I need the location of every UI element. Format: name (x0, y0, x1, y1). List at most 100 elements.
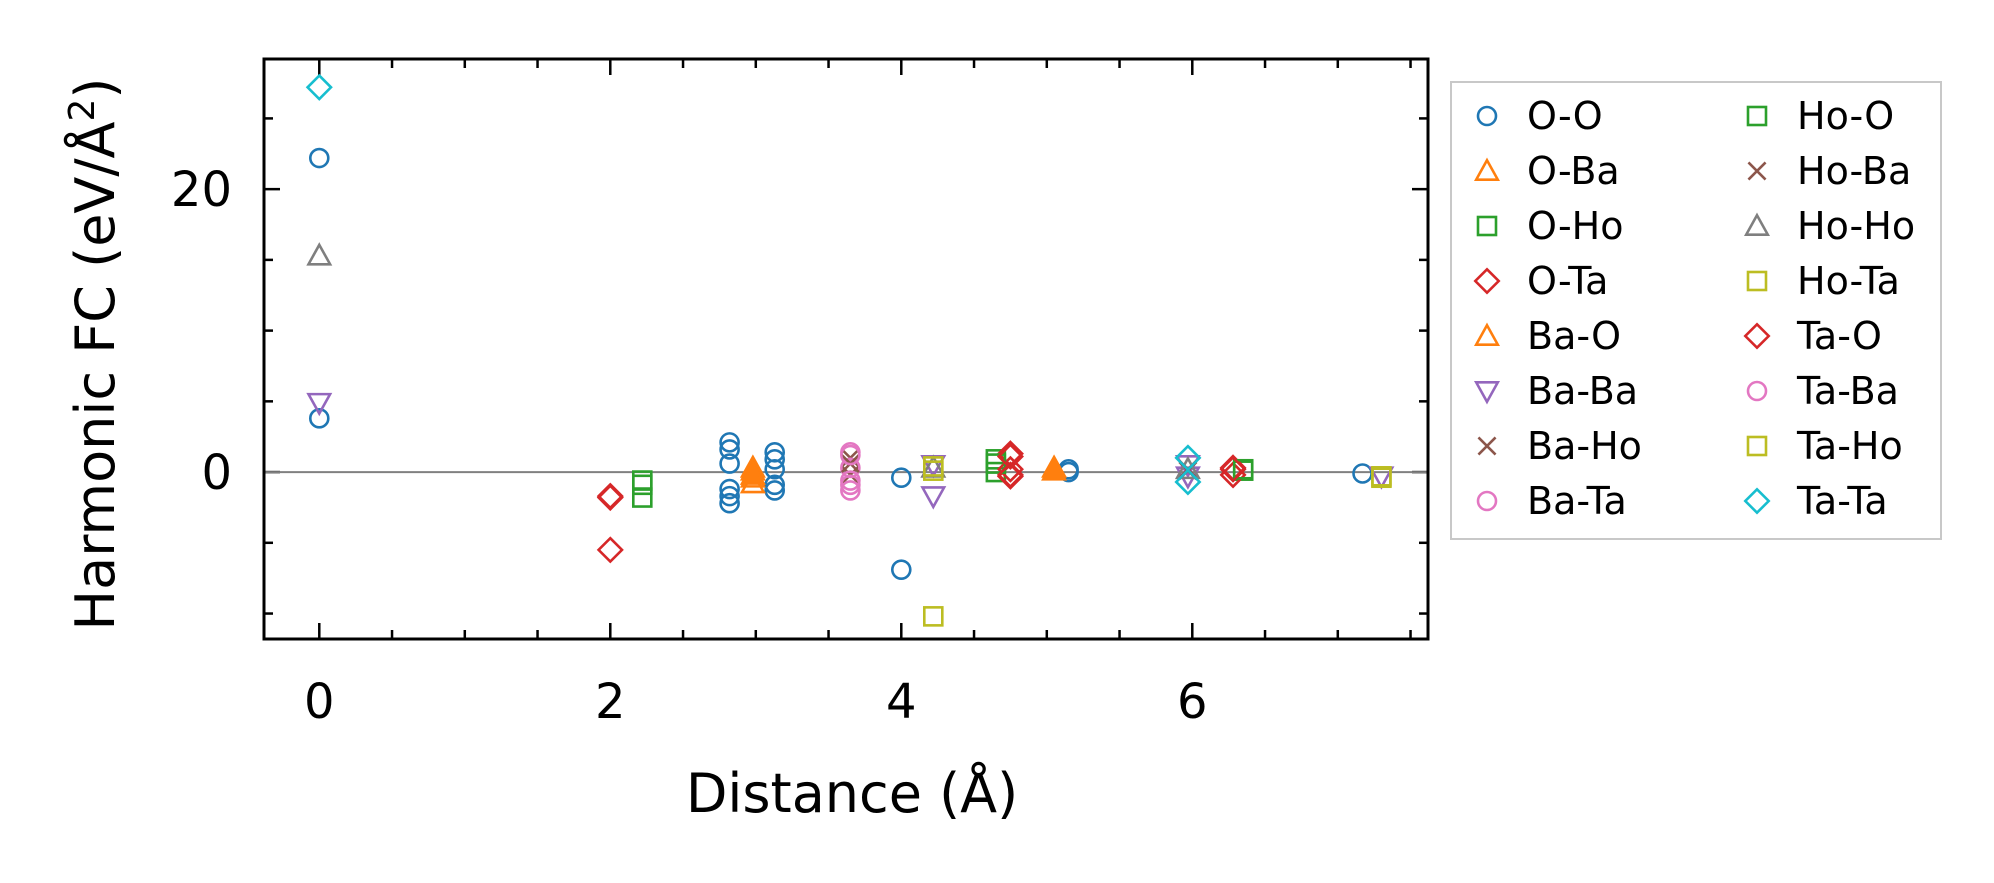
legend-marker-o-ho (1476, 215, 1498, 237)
legend-label-ho-ba: Ho-Ba (1797, 149, 1911, 193)
y-axis-label-main: Harmonic FC (eV/Å (63, 121, 127, 630)
series-ta-o (596, 442, 1247, 510)
legend-label-ba-ba: Ba-Ba (1527, 369, 1638, 413)
legend-item-ba-ta: Ba-Ta (1476, 479, 1627, 523)
legend-item-ta-ho: Ta-Ho (1746, 424, 1903, 468)
data-point-ba-o (1041, 457, 1068, 481)
series-ho-o (631, 453, 1254, 491)
data-point-ta-ta (1174, 468, 1202, 496)
x-axis-ticks: 0 2 4 6 (304, 59, 1412, 730)
legend-item-ta-o: Ta-O (1743, 314, 1882, 358)
data-point-ta-ho (922, 460, 944, 481)
y-axis-ticks: 0 20 (171, 117, 1428, 615)
data-point-o-o (719, 453, 740, 474)
data-markers (305, 73, 1395, 627)
data-point-o-o (719, 432, 740, 453)
legend-label-ta-ta: Ta-Ta (1796, 479, 1888, 523)
legend-label-o-ho: O-Ho (1527, 204, 1624, 248)
data-point-o-ta (596, 483, 624, 512)
legend-label-ta-ba: Ta-Ba (1796, 369, 1899, 413)
data-point-ho-o (1232, 458, 1254, 480)
data-point-ta-ba (840, 444, 861, 466)
y-axis-label: Harmonic FC (eV/Å2) (62, 78, 127, 631)
y-tick-label: 0 (201, 445, 232, 501)
data-point-o-o (308, 408, 330, 429)
data-point-ho-ho (306, 242, 333, 266)
legend-item-ho-o: Ho-O (1746, 94, 1894, 138)
legend-label-ho-o: Ho-O (1797, 94, 1894, 138)
legend-item-ba-ho: Ba-Ho (1477, 424, 1642, 468)
data-point-o-o (764, 458, 786, 480)
data-point-o-ta (596, 536, 624, 564)
data-point-o-o (719, 439, 740, 460)
legend-item-o-o: O-O (1476, 94, 1603, 138)
data-point-ta-ta (305, 73, 333, 101)
legend: O-O O-Ba O-Ho O-Ta Ba-O Ba-Ba Ba-Ho Ba-Ta Ho-O Ho… (1450, 81, 1942, 540)
data-point-o-o (764, 480, 786, 501)
legend-marker-ho-o (1746, 105, 1768, 127)
y-axis-label-close: ) (64, 78, 127, 99)
x-tick-label: 4 (886, 674, 917, 730)
data-point-ba-o (739, 461, 766, 485)
data-point-ba-ta (840, 480, 861, 501)
legend-marker-ba-ta (1476, 490, 1498, 512)
legend-marker-ta-o (1743, 322, 1771, 350)
legend-marker-o-ta (1473, 267, 1501, 295)
legend-label-o-o: O-O (1527, 94, 1603, 138)
legend-label-ba-o: Ba-O (1527, 314, 1621, 358)
x-tick-label: 6 (1177, 674, 1208, 730)
legend-box (1450, 81, 1942, 540)
legend-marker-ba-ho (1477, 436, 1497, 456)
y-tick-label: 20 (171, 162, 232, 218)
data-point-o-o (890, 467, 912, 489)
data-point-ta-ba (840, 474, 861, 496)
legend-label-ho-ta: Ho-Ta (1797, 259, 1900, 303)
series-ta-ho (922, 460, 1392, 487)
legend-item-ba-ba: Ba-Ba (1473, 369, 1638, 413)
data-point-o-ho (631, 474, 653, 496)
series-o-o (308, 147, 1373, 580)
legend-marker-ta-ta (1743, 487, 1771, 515)
data-point-ho-ho (1174, 455, 1201, 480)
series-ho-ta (922, 456, 1392, 627)
data-point-o-ta (1219, 461, 1247, 489)
data-point-o-o (764, 449, 786, 470)
data-point-ho-o (631, 470, 653, 491)
legend-marker-ho-ta (1746, 270, 1768, 292)
series-o-ta (596, 440, 1247, 564)
x-tick-label: 0 (304, 674, 335, 730)
legend-item-ho-ba: Ho-Ba (1747, 149, 1911, 193)
legend-marker-ta-ho (1746, 435, 1768, 457)
legend-items: O-O O-Ba O-Ho O-Ta Ba-O Ba-Ba Ba-Ho Ba-Ta Ho-O Ho… (1473, 94, 1915, 523)
data-point-ta-o (596, 482, 624, 510)
data-point-ta-o (1219, 455, 1247, 483)
series-ba-o (739, 454, 1068, 485)
data-point-ta-o (996, 461, 1024, 489)
data-point-o-o (719, 485, 740, 507)
series-ta-ba (840, 444, 861, 496)
data-point-o-o (1352, 463, 1373, 484)
x-axis-label: Distance (Å) (686, 761, 1018, 825)
legend-label-ba-ta: Ba-Ta (1527, 479, 1627, 523)
data-point-o-ho (631, 487, 653, 508)
legend-item-o-ho: O-Ho (1476, 204, 1624, 248)
legend-label-o-ba: O-Ba (1527, 149, 1620, 193)
legend-marker-ho-ba (1747, 161, 1767, 181)
data-point-ta-o (996, 442, 1024, 471)
legend-item-ho-ho: Ho-Ho (1743, 204, 1915, 248)
data-point-o-ta (996, 455, 1024, 483)
legend-marker-ba-o (1473, 322, 1501, 346)
data-point-o-o (308, 147, 330, 169)
legend-item-o-ba: O-Ba (1473, 149, 1620, 193)
data-point-o-o (719, 478, 740, 500)
legend-label-ho-ho: Ho-Ho (1797, 204, 1915, 248)
legend-marker-ba-ba (1473, 381, 1501, 405)
series-ho-ho (306, 242, 1201, 480)
data-point-ta-ho (1371, 466, 1392, 487)
x-tick-label: 2 (595, 674, 626, 730)
legend-item-o-ta: O-Ta (1473, 259, 1608, 303)
legend-marker-ho-ho (1743, 212, 1771, 236)
legend-label-o-ta: O-Ta (1527, 259, 1608, 303)
legend-item-ho-ta: Ho-Ta (1746, 259, 1900, 303)
